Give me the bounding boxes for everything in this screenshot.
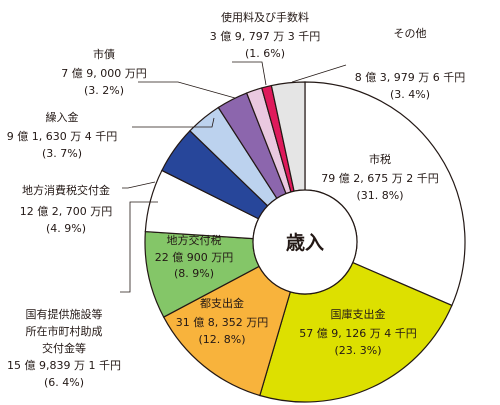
center-label: 歳入 bbox=[286, 232, 324, 254]
label-name-line-3: 交付金等 bbox=[42, 341, 86, 355]
label-name-line-1: 国有提供施設等 bbox=[26, 307, 103, 321]
donut-hole bbox=[252, 189, 358, 295]
label-amount: 57 億 9, 126 万 4 千円 bbox=[299, 327, 416, 340]
label-name: 国庫支出金 bbox=[331, 307, 386, 321]
label-percent: (3. 4%) bbox=[390, 88, 430, 101]
label-amount: 9 億 1, 630 万 4 千円 bbox=[7, 130, 117, 143]
label-percent: (1. 6%) bbox=[245, 47, 285, 60]
donut-slices bbox=[144, 81, 466, 403]
label-amount: 22 億 900 万円 bbox=[155, 251, 233, 264]
leader-line-kokuyu bbox=[120, 201, 158, 293]
leader-line-shiyoryo bbox=[232, 61, 267, 86]
label-amount: 79 億 2, 675 万 2 千円 bbox=[321, 172, 438, 185]
label-sonota: その他 8 億 3, 979 万 6 千円 (3. 4%) bbox=[355, 27, 465, 101]
label-name: 市税 bbox=[369, 152, 391, 166]
label-shiyoryo: 使用料及び手数料 3 億 9, 797 万 3 千円 (1. 6%) bbox=[210, 10, 320, 60]
label-name: その他 bbox=[394, 27, 427, 40]
label-percent: (12. 8%) bbox=[198, 333, 245, 346]
label-amount: 12 億 2, 700 万円 bbox=[20, 205, 112, 218]
label-percent: (3. 7%) bbox=[42, 147, 82, 160]
label-name: 都支出金 bbox=[200, 296, 244, 310]
label-kokko: 国庫支出金 57 億 9, 126 万 4 千円 (23. 3%) bbox=[299, 307, 416, 357]
label-name: 繰入金 bbox=[46, 110, 79, 124]
leader-line-shisai bbox=[138, 81, 236, 99]
label-amount: 7 億 9, 000 万円 bbox=[61, 67, 146, 80]
label-amount: 15 億 9,839 万 1 千円 bbox=[7, 359, 121, 372]
label-name-line-2: 所在市町村助成 bbox=[26, 324, 103, 338]
label-kuriire: 繰入金 9 億 1, 630 万 4 千円 (3. 7%) bbox=[7, 110, 117, 160]
label-percent: (23. 3%) bbox=[334, 344, 381, 357]
label-name: 地方交付税 bbox=[167, 233, 222, 247]
label-kokuyu: 国有提供施設等 所在市町村助成 交付金等 15 億 9,839 万 1 千円 (… bbox=[7, 307, 121, 389]
leader-lines bbox=[120, 61, 347, 293]
label-percent: (4. 9%) bbox=[46, 222, 86, 235]
leader-line-sonota bbox=[291, 64, 347, 83]
label-toshishutsu: 都支出金 31 億 8, 352 万円 (12. 8%) bbox=[176, 296, 268, 346]
label-shohizei: 地方消費税交付金 12 億 2, 700 万円 (4. 9%) bbox=[20, 183, 112, 235]
label-shizei: 市税 79 億 2, 675 万 2 千円 (31. 8%) bbox=[321, 152, 438, 202]
label-name: 使用料及び手数料 bbox=[221, 10, 309, 24]
label-name: 市債 bbox=[93, 47, 115, 61]
label-percent: (3. 2%) bbox=[84, 84, 124, 97]
label-percent: (31. 8%) bbox=[356, 189, 403, 202]
label-name: 地方消費税交付金 bbox=[22, 183, 110, 197]
label-kofuzei: 地方交付税 22 億 900 万円 (8. 9%) bbox=[155, 233, 233, 280]
label-percent: (6. 4%) bbox=[44, 376, 84, 389]
label-percent: (8. 9%) bbox=[174, 267, 214, 280]
leader-line-shohizei bbox=[122, 181, 156, 189]
label-shisai: 市債 7 億 9, 000 万円 (3. 2%) bbox=[61, 47, 146, 97]
leader-line-kuriire bbox=[132, 117, 215, 128]
label-amount: 8 億 3, 979 万 6 千円 bbox=[355, 71, 465, 84]
label-amount: 31 億 8, 352 万円 bbox=[176, 316, 268, 329]
label-amount: 3 億 9, 797 万 3 千円 bbox=[210, 30, 320, 43]
